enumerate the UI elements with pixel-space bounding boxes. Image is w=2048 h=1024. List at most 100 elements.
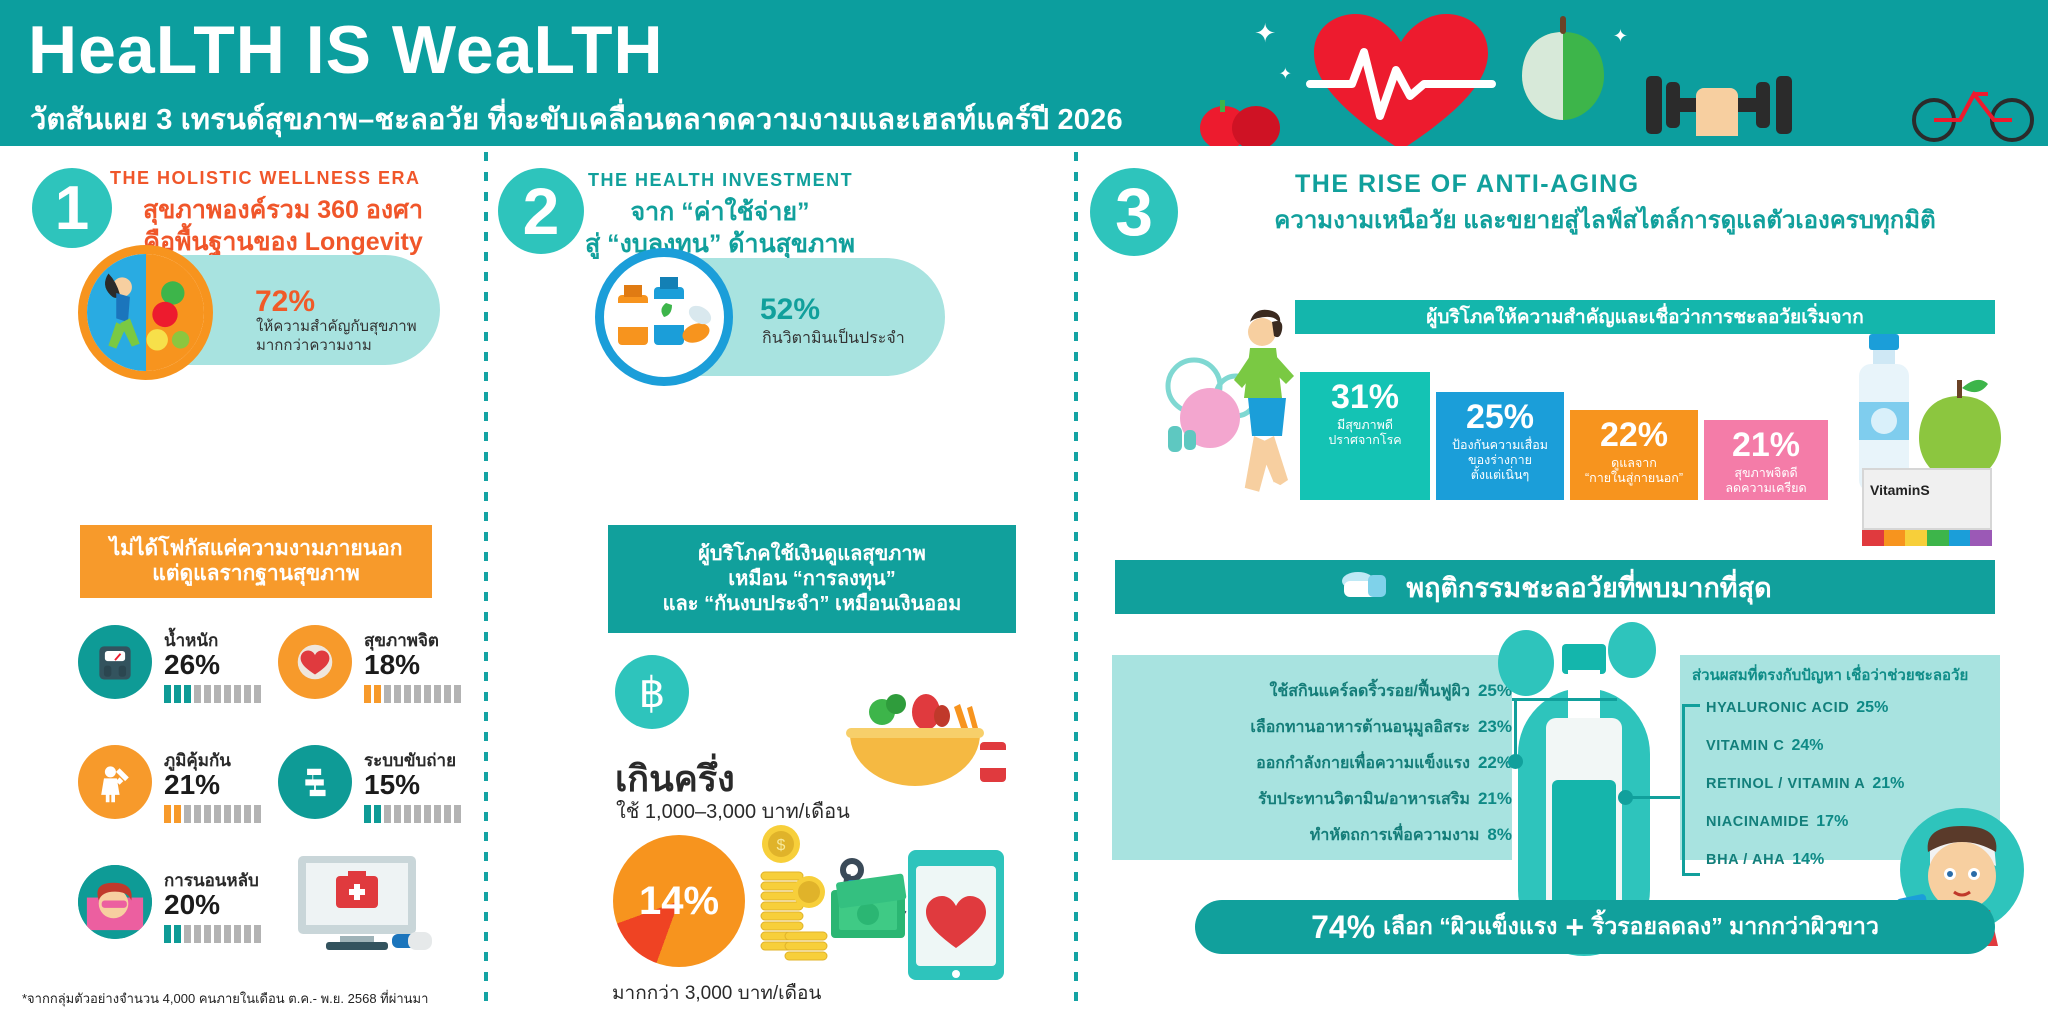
page-header: HeaLTH IS WeaLTH วัตสันเผย 3 เทรนด์สุขภา… (0, 0, 2048, 146)
behavior-label: เลือกทานอาหารต้านอนุมูลอิสระ (1250, 719, 1470, 736)
ingredient-value: 21% (1872, 775, 1905, 792)
sparkle-icon: ✦ (1612, 26, 1628, 46)
page-subtitle: วัตสันเผย 3 เทรนด์สุขภาพ–ชะลอวัย ที่จะขั… (30, 104, 1123, 136)
chart-bar-0: 31% มีสุขภาพดี ปราศจากโรค (1300, 372, 1430, 500)
ingredient-row-4: BHA / AHA 14% (1706, 842, 1824, 871)
s1-number: 72 (255, 285, 289, 318)
ingredient-label: Vitamin C (1706, 738, 1785, 754)
supplement-bottles-icon (595, 248, 733, 386)
medical-monitor-icon (298, 856, 432, 950)
behavior-label: รับประทานวิตามิน/อาหารเสริม (1258, 791, 1470, 808)
intestine-icon (278, 745, 352, 819)
connector-line (1512, 698, 1617, 701)
section-3-summary-pill: 74% เลือก “ผิวแข็งแรง + ริ้วรอยลดลง” มาก… (1195, 900, 1995, 954)
bar-label: มีสุขภาพดี ปราศจากโรค (1328, 418, 1402, 447)
bar-value: 21% (1731, 426, 1801, 464)
water-bottle-icon (1859, 334, 1909, 492)
stat-bar-meter (164, 685, 261, 703)
stat-value: 26% (164, 649, 221, 680)
dumbbell-icon (1646, 76, 1792, 136)
section-3-eyebrow: THE RISE OF ANTI-AGING (1295, 170, 1640, 198)
section-2-thai-line1: จาก “ค่าใช้จ่าย” (630, 198, 810, 226)
ingredient-value: 17% (1816, 813, 1849, 830)
tomato-icon (1200, 100, 1280, 146)
sleeping-icon (78, 865, 152, 939)
behavior-value: 21% (1477, 789, 1512, 808)
stat-label: ระบบขับถ่าย (364, 751, 457, 770)
stat-item-weight: น้ำหนัก 26% (78, 625, 273, 725)
chart-bar-1: 25% ป้องกันความเสื่อม ของร่างกาย ตั้งแต่เน… (1436, 392, 1564, 500)
section-2-big-text: เกินครึ่ง (615, 758, 735, 799)
runner-food-icon (78, 245, 213, 380)
behavior-banner-text: พฤติกรรมชะลอวัยที่พบมากที่สุด (1406, 572, 1772, 603)
behavior-value: 8% (1487, 825, 1512, 844)
bar-label: ดูแลจาก “กายในสู่กายนอก” (1584, 456, 1684, 485)
behavior-value: 23% (1477, 717, 1512, 736)
section-2-teal-banner: ผู้บริโภคใช้เงินดูแลสุขภาพ เหมือน “การลง… (608, 525, 1016, 633)
s1-desc-line2: มากกว่าความงาม (256, 336, 372, 354)
donut-value: 14% (638, 878, 720, 923)
vaccine-icon (78, 745, 152, 819)
bar-value: 22% (1599, 416, 1669, 454)
section-2-stat-desc: กินวิตามินเป็นประจำ (762, 330, 905, 347)
stat-bar-meter (364, 805, 461, 823)
sparkle-icon: ✦ (1278, 66, 1292, 83)
green-apple-icon (1919, 379, 2001, 482)
behavior-label: ออกกำลังกายเพื่อความแข็งแรง (1256, 755, 1470, 772)
footnote: *จากกลุ่มตัวอย่างจำนวน 4,000 คนภายในเดือ… (22, 991, 429, 1006)
section-1-banner: ไม่ได้โฟกัสแค่ความงามภายนอก แต่ดูแลรากฐา… (80, 525, 432, 598)
summary-plus: + (1565, 908, 1585, 945)
section-2-stat-value: 52% (760, 276, 820, 330)
page-title: HeaLTH IS WeaLTH (28, 12, 664, 88)
s2-unit: % (793, 293, 821, 326)
behavior-label: ทำหัตถการเพื่อความงาม (1309, 827, 1480, 844)
section-3-behavior-panel (1112, 655, 1512, 860)
connector-dot (1618, 790, 1633, 805)
section-1-stat-value: 72% (255, 268, 315, 323)
bicycle-icon (1912, 90, 2034, 142)
connector-line (1514, 698, 1517, 760)
column-divider (484, 152, 488, 1010)
stat-value: 18% (364, 649, 421, 680)
stat-label: การนอนหลับ (164, 871, 259, 890)
section-2-donut-caption: มากกว่า 3,000 บาท/เดือน (612, 983, 822, 1004)
apple-icon (1522, 16, 1604, 120)
section-1-stat-desc: ให้ความสำคัญกับสุขภาพ มากกว่าความงาม (256, 318, 417, 356)
chart-bar-3: 21% สุขภาพจิตดี ลดความเครียด (1704, 420, 1828, 500)
section-1-eyebrow: THE HOLISTIC WELLNESS ERA (110, 168, 421, 188)
ingredient-row-2: Retinol / Vitamin A 21% (1706, 766, 1904, 795)
weight-scale-icon (78, 625, 152, 699)
sparkle-icon: ✦ (1254, 18, 1276, 48)
connector-line (1630, 796, 1682, 799)
section-2-thai-line2: สู่ “งบลงทุน” ด้านสุขภาพ (584, 230, 856, 258)
ingredient-row-3: Niacinamide 17% (1706, 804, 1848, 833)
teal-line1: ผู้บริโภคใช้เงินดูแลสุขภาพ (698, 542, 926, 565)
ingredient-row-0: Hyaluronic Acid 25% (1706, 690, 1888, 719)
connector-dot (1508, 754, 1523, 769)
teal-line3: และ “กันงบประจำ” เหมือนเงินออม (662, 592, 962, 615)
stat-label: สุขภาพจิต (364, 631, 439, 650)
stat-item-sleep: การนอนหลับ 20% (78, 865, 273, 965)
heart-pulse-icon (1306, 14, 1496, 146)
behavior-row-3: รับประทานวิตามิน/อาหารเสริม 21% (1258, 780, 1512, 812)
teal-line2: เหมือน “การลงทุน” (728, 567, 896, 590)
ingredient-bracket (1682, 704, 1685, 876)
summary-value: 74% (1311, 908, 1376, 945)
heart-icon (278, 625, 352, 699)
bar-label: ป้องกันความเสื่อม ของร่างกาย ตั้งแต่เนิ่นๆ (1452, 438, 1548, 482)
ingredient-value: 14% (1792, 851, 1825, 868)
s2-number: 52 (760, 293, 794, 326)
section-2-donut-chart: 14% (613, 835, 745, 967)
stat-bar-meter (164, 805, 261, 823)
stat-value: 21% (164, 769, 221, 800)
section-1-thai-line2: คือพื้นฐานของ Longevity (143, 228, 423, 256)
banner-line1: ไม่ได้โฟกัสแค่ความงามภายนอก (109, 536, 403, 560)
section-1-thai-line1: สุขภาพองค์รวม 360 องศา (143, 196, 423, 224)
behavior-row-0: ใช้สกินแคร์ลดริ้วรอย/ฟื้นฟูผิว 25% (1270, 672, 1512, 704)
section-3-ribbon: ผู้บริโภคให้ความสำคัญและเชื่อว่าการชะลอว… (1295, 300, 1995, 334)
stat-label: ภูมิคุ้มกัน (164, 751, 231, 770)
ingredient-label: Niacinamide (1706, 814, 1810, 830)
salad-bowl-icon (846, 694, 1006, 786)
bar-value: 31% (1330, 378, 1400, 416)
